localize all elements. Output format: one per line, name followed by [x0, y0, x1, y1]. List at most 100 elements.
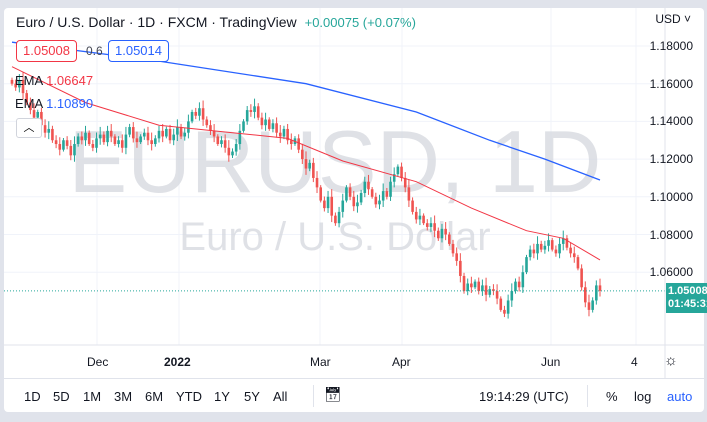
candle: [565, 235, 569, 251]
candle: [341, 193, 345, 218]
candle: [69, 140, 73, 161]
buy-price-button[interactable]: 1.05014: [108, 40, 169, 62]
candle: [150, 132, 153, 151]
candle: [253, 98, 256, 119]
candle-body: [576, 257, 580, 269]
candle: [352, 190, 356, 212]
candle: [54, 135, 58, 149]
candle-body: [161, 130, 164, 137]
candle: [407, 179, 411, 207]
candle: [378, 194, 381, 210]
candle: [492, 284, 495, 296]
candle: [256, 103, 260, 121]
time-label: Dec: [87, 355, 109, 369]
candle: [117, 136, 120, 148]
candle-body: [190, 111, 194, 122]
candle: [488, 285, 492, 298]
watermark-symbol: EURUSD, 1D: [69, 112, 602, 211]
candle-body: [209, 125, 212, 131]
price-change: +0.00075 (+0.07%): [304, 15, 416, 30]
collapse-legend-button[interactable]: ︿: [16, 118, 42, 138]
candle-body: [459, 260, 462, 276]
candle-body: [220, 140, 223, 145]
auto-toggle[interactable]: auto: [667, 389, 693, 404]
candle-body: [591, 300, 594, 310]
currency-select[interactable]: USD ˅: [655, 12, 691, 26]
candle-body: [146, 132, 150, 141]
candle-body: [32, 110, 36, 118]
candle: [249, 104, 253, 117]
candle-body: [234, 144, 238, 152]
candle: [21, 72, 25, 100]
candle-body: [348, 187, 352, 197]
candle-body: [194, 111, 198, 116]
candle-body: [414, 211, 418, 220]
candle-body: [135, 138, 139, 143]
candle: [459, 253, 462, 283]
candle: [157, 125, 161, 143]
candle: [451, 239, 455, 257]
candle: [411, 197, 414, 215]
ema-value: 1.06647: [46, 73, 94, 88]
candle-body: [278, 132, 282, 137]
candle: [561, 230, 565, 251]
candle-body: [572, 253, 576, 258]
candle: [334, 212, 337, 226]
candle: [499, 296, 503, 312]
candle: [109, 124, 113, 143]
candle-body: [488, 289, 492, 295]
candle-body: [484, 285, 488, 295]
calendar-goto-icon[interactable]: 📅︎: [324, 386, 342, 402]
sell-price-button[interactable]: 1.05008: [16, 40, 77, 62]
candle: [146, 126, 150, 146]
candle-body: [54, 140, 58, 145]
candle: [584, 281, 587, 308]
range-1m[interactable]: 1M: [83, 389, 102, 404]
candle: [510, 283, 514, 307]
candle-body: [539, 243, 543, 250]
candle-body: [216, 136, 220, 145]
candle: [73, 136, 76, 162]
clock[interactable]: 19:14:29 (UTC): [479, 389, 569, 404]
range-ytd[interactable]: YTD: [176, 389, 202, 404]
gear-icon[interactable]: ☼: [664, 352, 678, 369]
range-5d[interactable]: 5D: [53, 389, 70, 404]
candle-body: [286, 128, 289, 141]
candle: [286, 123, 289, 145]
candle-body: [356, 202, 359, 207]
log-toggle[interactable]: log: [634, 389, 652, 404]
range-1y[interactable]: 1Y: [214, 389, 230, 404]
symbol-description: Euro / U.S. Dollar · 1D · FXCM · Trading…: [16, 14, 297, 30]
candle-body: [323, 200, 326, 209]
candle: [304, 151, 308, 175]
range-5y[interactable]: 5Y: [244, 389, 260, 404]
candle-body: [510, 291, 514, 301]
candle: [176, 119, 179, 142]
candle-body: [260, 117, 264, 126]
ema-legend-slow[interactable]: EMA 1.10890: [15, 96, 93, 111]
ema-legend-fast[interactable]: EMA 1.06647: [15, 73, 93, 88]
candle-body: [176, 127, 179, 135]
candle: [234, 139, 238, 156]
range-3m[interactable]: 3M: [114, 389, 133, 404]
candle-body: [495, 291, 499, 299]
candle-body: [238, 130, 242, 145]
candle: [172, 128, 175, 146]
candle: [275, 117, 278, 138]
range-all[interactable]: All: [273, 389, 288, 404]
percent-toggle[interactable]: %: [606, 389, 618, 404]
candle: [36, 109, 40, 120]
candle: [389, 176, 392, 201]
candle: [297, 134, 300, 154]
range-1d[interactable]: 1D: [24, 389, 41, 404]
candle-body: [227, 147, 231, 156]
candle: [370, 186, 374, 199]
candle: [43, 119, 47, 138]
range-6m[interactable]: 6M: [145, 389, 164, 404]
candle-body: [584, 287, 587, 303]
candle: [124, 126, 128, 155]
candle-body: [569, 247, 572, 254]
candle-body: [561, 238, 565, 244]
